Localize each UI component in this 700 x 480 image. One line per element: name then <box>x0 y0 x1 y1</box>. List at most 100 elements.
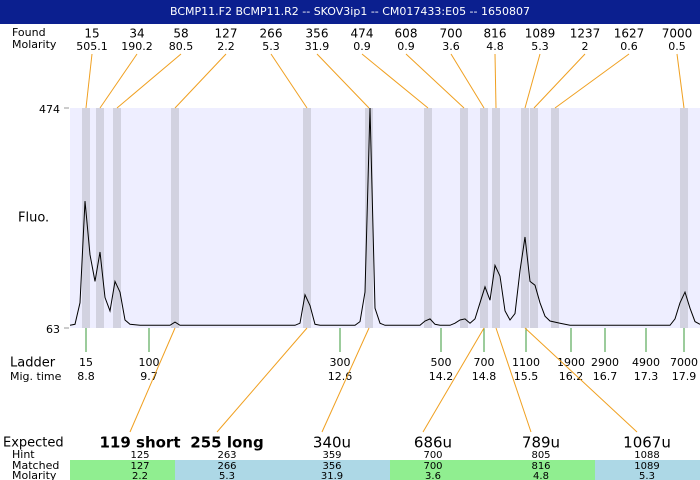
found-size: 816 <box>484 27 507 41</box>
matched-molarity: 3.6 <box>425 471 441 480</box>
plot-area <box>70 108 700 328</box>
found-molarity: 190.2 <box>121 40 153 53</box>
peak-connector <box>85 53 93 109</box>
peak-band <box>551 108 559 328</box>
found-molarity: 5.3 <box>531 40 549 53</box>
matched-cell <box>390 460 490 480</box>
matched-size: 1089 <box>634 461 659 472</box>
peak-band <box>521 108 529 328</box>
row-label: Found <box>12 26 46 39</box>
found-size: 1089 <box>525 27 556 41</box>
peak-band <box>530 108 538 328</box>
found-molarity: 4.8 <box>486 40 504 53</box>
peak-band <box>113 108 121 328</box>
trace-line <box>69 107 700 326</box>
peak-band <box>460 108 468 328</box>
hint: 1088 <box>634 450 659 461</box>
mig-time: 8.8 <box>77 370 95 383</box>
row-label: Molarity <box>12 38 57 51</box>
found-molarity: 31.9 <box>305 40 330 53</box>
row-label: Mig. time <box>10 370 62 383</box>
expected-connector <box>524 327 638 433</box>
peak-band <box>82 108 90 328</box>
matched-molarity: 4.8 <box>533 471 549 480</box>
matched-cell <box>70 460 175 480</box>
peak-connector <box>533 53 586 109</box>
matched-size: 700 <box>423 461 442 472</box>
ladder-size: 7000 <box>670 356 698 369</box>
ladder-size: 700 <box>474 356 495 369</box>
expected-connector <box>129 327 176 433</box>
found-size: 58 <box>173 27 188 41</box>
peak-connector <box>316 53 370 109</box>
matched-molarity: 2.2 <box>132 471 148 480</box>
matched-molarity: 5.3 <box>639 471 655 480</box>
hint: 700 <box>423 450 442 461</box>
matched-molarity: 31.9 <box>321 471 343 480</box>
found-molarity: 505.1 <box>76 40 108 53</box>
row-label: Hint <box>12 448 35 461</box>
mig-time: 9.7 <box>140 370 158 383</box>
row-label: Molarity <box>12 469 57 480</box>
found-molarity: 0.9 <box>397 40 415 53</box>
header-title: BCMP11.F2 BCMP11.R2 -- SKOV3ip1 -- CM017… <box>170 5 530 18</box>
hint: 125 <box>130 450 149 461</box>
ladder-size: 4900 <box>632 356 660 369</box>
peak-band <box>492 108 500 328</box>
matched-cell <box>490 460 595 480</box>
found-molarity: 5.3 <box>262 40 280 53</box>
mig-time: 17.9 <box>672 370 697 383</box>
found-size: 700 <box>440 27 463 41</box>
peak-band <box>96 108 104 328</box>
found-size: 356 <box>306 27 329 41</box>
peak-connector <box>494 53 497 109</box>
expected-label: 340u <box>313 434 351 452</box>
row-label: Expected <box>3 436 64 451</box>
peak-band <box>480 108 488 328</box>
ladder-size: 100 <box>139 356 160 369</box>
hint: 805 <box>531 450 550 461</box>
expected-label: 119 short <box>99 434 180 452</box>
expected-connector <box>216 327 308 433</box>
found-molarity: 80.5 <box>169 40 194 53</box>
found-size: 608 <box>395 27 418 41</box>
found-size: 34 <box>129 27 144 41</box>
peak-connector <box>116 53 182 109</box>
peak-connector <box>99 53 138 109</box>
matched-cell <box>280 460 390 480</box>
expected-label: 686u <box>414 434 452 452</box>
expected-label: 789u <box>522 434 560 452</box>
matched-cell <box>175 460 280 480</box>
found-size: 474 <box>351 27 374 41</box>
peak-connector <box>405 53 465 109</box>
row-label: Fluo. <box>18 211 49 226</box>
ladder-size: 500 <box>431 356 452 369</box>
found-size: 1627 <box>614 27 645 41</box>
mig-time: 15.5 <box>514 370 539 383</box>
peak-band <box>680 108 688 328</box>
peak-connector <box>554 53 630 109</box>
peak-band <box>365 108 373 328</box>
peak-band <box>171 108 179 328</box>
mig-time: 14.8 <box>472 370 497 383</box>
ladder-size: 300 <box>330 356 351 369</box>
mig-time: 12.6 <box>328 370 353 383</box>
mig-time: 16.2 <box>559 370 584 383</box>
ladder-size: 2900 <box>591 356 619 369</box>
row-label: Ladder <box>10 356 56 371</box>
found-molarity: 0.9 <box>353 40 371 53</box>
expected-label: 255 long <box>190 434 263 452</box>
mig-time: 16.7 <box>593 370 618 383</box>
peak-connector <box>676 53 685 109</box>
matched-size: 356 <box>322 461 341 472</box>
y-tick-label: 474 <box>39 103 60 116</box>
ladder-size: 15 <box>79 356 93 369</box>
peak-band <box>303 108 311 328</box>
peak-connector <box>361 53 429 109</box>
matched-molarity: 5.3 <box>219 471 235 480</box>
header-bar <box>0 0 700 24</box>
matched-size: 816 <box>531 461 550 472</box>
matched-size: 127 <box>130 461 149 472</box>
mig-time: 14.2 <box>429 370 454 383</box>
